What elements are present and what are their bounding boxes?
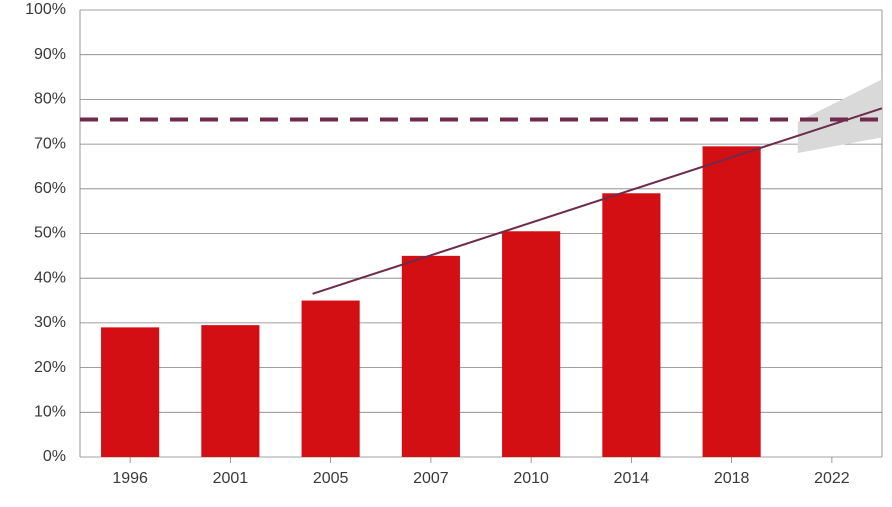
- bar: [201, 325, 259, 457]
- x-tick-label: 2007: [413, 470, 449, 487]
- y-tick-label: 80%: [34, 91, 66, 108]
- x-tick-label: 2005: [313, 470, 349, 487]
- x-tick-label: 1996: [112, 470, 148, 487]
- bar: [101, 327, 159, 457]
- x-tick-label: 2014: [614, 470, 650, 487]
- bar: [502, 231, 560, 457]
- y-tick-label: 40%: [34, 269, 66, 286]
- bar: [302, 301, 360, 457]
- x-tick-label: 2022: [814, 470, 850, 487]
- y-tick-label: 10%: [34, 404, 66, 421]
- y-tick-label: 70%: [34, 135, 66, 152]
- y-tick-label: 90%: [34, 46, 66, 63]
- y-tick-label: 60%: [34, 180, 66, 197]
- y-tick-label: 20%: [34, 359, 66, 376]
- bar: [703, 146, 761, 457]
- y-tick-label: 50%: [34, 225, 66, 242]
- x-tick-label: 2018: [714, 470, 750, 487]
- chart-svg: 0% 10% 20% 30% 40% 50% 60% 70% 80% 90% 100% 1996 200…: [0, 0, 892, 507]
- y-tick-label: 30%: [34, 314, 66, 331]
- y-tick-label: 100%: [25, 1, 66, 18]
- bar-chart: 0% 10% 20% 30% 40% 50% 60% 70% 80% 90% 100% 1996 200…: [0, 0, 892, 507]
- bar: [402, 256, 460, 457]
- y-tick-label: 0%: [43, 448, 66, 465]
- x-tick-label: 2010: [513, 470, 549, 487]
- x-tick-label: 2001: [213, 470, 249, 487]
- bar: [602, 193, 660, 457]
